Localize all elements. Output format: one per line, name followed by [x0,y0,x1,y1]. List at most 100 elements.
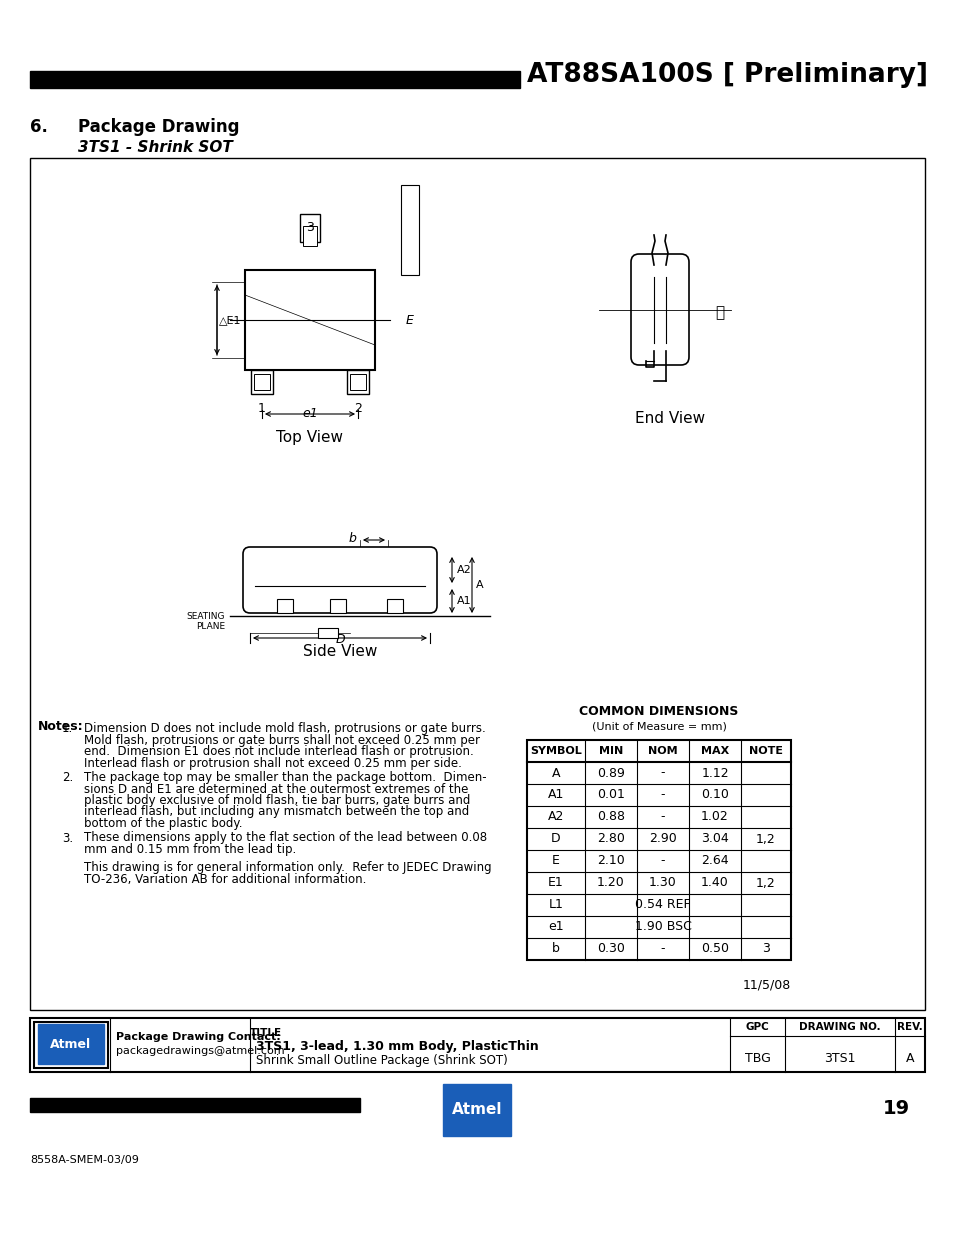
Text: 2.10: 2.10 [597,855,624,867]
Text: Interlead flash or protrusion shall not exceed 0.25 mm per side.: Interlead flash or protrusion shall not … [84,757,461,769]
Text: 2: 2 [354,403,361,415]
Text: plastic body exclusive of mold flash, tie bar burrs, gate burrs and: plastic body exclusive of mold flash, ti… [84,794,470,806]
Text: DRAWING NO.: DRAWING NO. [799,1023,880,1032]
Text: E1: E1 [548,877,563,889]
Bar [245,270,375,370]
Text: 0.50: 0.50 [700,942,728,956]
Text: TBG: TBG [743,1051,770,1065]
Text: 1.90 BSC: 1.90 BSC [634,920,691,934]
Bar [442,1084,511,1136]
Text: 3: 3 [761,942,769,956]
Text: A: A [551,767,559,779]
Text: E: E [552,855,559,867]
Text: bottom of the plastic body.: bottom of the plastic body. [84,818,242,830]
Text: A: A [476,580,483,590]
Text: △E1: △E1 [219,315,241,325]
Text: 3.: 3. [62,831,73,845]
Text: These dimensions apply to the flat section of the lead between 0.08: These dimensions apply to the flat secti… [84,831,487,845]
Text: D: D [335,634,344,646]
Text: -: - [660,942,664,956]
Text: L1: L1 [548,899,563,911]
Text: -: - [660,767,664,779]
Bar [387,599,402,613]
Text: -: - [660,855,664,867]
Text: mm and 0.15 mm from the lead tip.: mm and 0.15 mm from the lead tip. [84,844,296,856]
Text: e1: e1 [302,408,317,420]
Text: 1.: 1. [62,722,73,735]
Text: SYMBOL: SYMBOL [530,746,581,756]
Text: 1.40: 1.40 [700,877,728,889]
Text: end.  Dimension E1 does not include interlead flash or protrusion.: end. Dimension E1 does not include inter… [84,745,474,758]
Text: Mold flash, protrusions or gate burrs shall not exceed 0.25 mm per: Mold flash, protrusions or gate burrs sh… [84,734,479,746]
Text: -: - [660,788,664,802]
Text: 3.04: 3.04 [700,832,728,846]
Text: D: D [551,832,560,846]
Text: 1,2: 1,2 [756,877,775,889]
Text: -: - [660,810,664,824]
Text: Dimension D does not include mold flash, protrusions or gate burrs.: Dimension D does not include mold flash,… [84,722,485,735]
Text: 0.54 REF: 0.54 REF [635,899,690,911]
Bar [317,629,337,638]
Text: A: A [904,1051,913,1065]
Text: A1: A1 [456,597,471,606]
Bar [251,370,273,394]
Text: Package Drawing: Package Drawing [78,119,239,136]
Text: 19: 19 [882,1098,909,1118]
Text: Package Drawing Contact:: Package Drawing Contact: [116,1032,280,1042]
Text: A1: A1 [547,788,563,802]
Bar [34,1023,108,1068]
Text: This drawing is for general information only.  Refer to JEDEC Drawing: This drawing is for general information … [84,862,491,874]
FancyBboxPatch shape [630,254,688,366]
Text: Top View: Top View [276,430,343,445]
Bar [330,599,346,613]
Bar [350,374,366,390]
Text: COMMON DIMENSIONS: COMMON DIMENSIONS [578,705,738,718]
Text: TITLE: TITLE [250,1028,282,1037]
Text: TO-236, Variation AB for additional information.: TO-236, Variation AB for additional info… [84,873,366,885]
Text: Side View: Side View [302,643,376,659]
Text: MAX: MAX [700,746,728,756]
Text: 0.88: 0.88 [597,810,624,824]
Text: A2: A2 [547,810,563,824]
Text: 0.30: 0.30 [597,942,624,956]
Text: ℄: ℄ [714,306,723,320]
Bar [30,70,519,88]
Text: A2: A2 [456,564,471,576]
Text: 2.64: 2.64 [700,855,728,867]
Text: b: b [552,942,559,956]
Text: NOM: NOM [647,746,677,756]
Bar [347,370,369,394]
Text: 1.30: 1.30 [648,877,677,889]
Text: 2.80: 2.80 [597,832,624,846]
Bar [30,1018,924,1072]
Text: (Unit of Measure = mm): (Unit of Measure = mm) [591,721,725,731]
Text: NOTE: NOTE [748,746,782,756]
Text: MIN: MIN [598,746,622,756]
Text: 1: 1 [258,403,266,415]
Text: 0.01: 0.01 [597,788,624,802]
Bar [299,214,319,242]
Bar [400,185,418,275]
Bar [303,226,316,246]
Bar [30,158,924,1010]
Text: sions D and E1 are determined at the outermost extremes of the: sions D and E1 are determined at the out… [84,783,468,795]
Text: 2.: 2. [62,771,73,784]
Text: e1: e1 [322,629,333,637]
Bar [526,740,790,960]
Text: End View: End View [635,411,704,426]
FancyBboxPatch shape [243,547,436,613]
Text: Atmel: Atmel [51,1037,91,1051]
Text: 1,2: 1,2 [756,832,775,846]
Text: 1.12: 1.12 [700,767,728,779]
Text: 1.02: 1.02 [700,810,728,824]
Text: 0.10: 0.10 [700,788,728,802]
Text: 3: 3 [306,221,314,233]
Text: b: b [348,532,355,545]
Text: 6.: 6. [30,119,48,136]
Text: Shrink Small Outline Package (Shrink SOT): Shrink Small Outline Package (Shrink SOT… [255,1053,507,1067]
Text: SEATING
PLANE: SEATING PLANE [186,613,225,631]
Text: GPC: GPC [745,1023,768,1032]
Text: 1.20: 1.20 [597,877,624,889]
Bar [38,1024,104,1065]
Text: 11/5/08: 11/5/08 [742,978,790,990]
